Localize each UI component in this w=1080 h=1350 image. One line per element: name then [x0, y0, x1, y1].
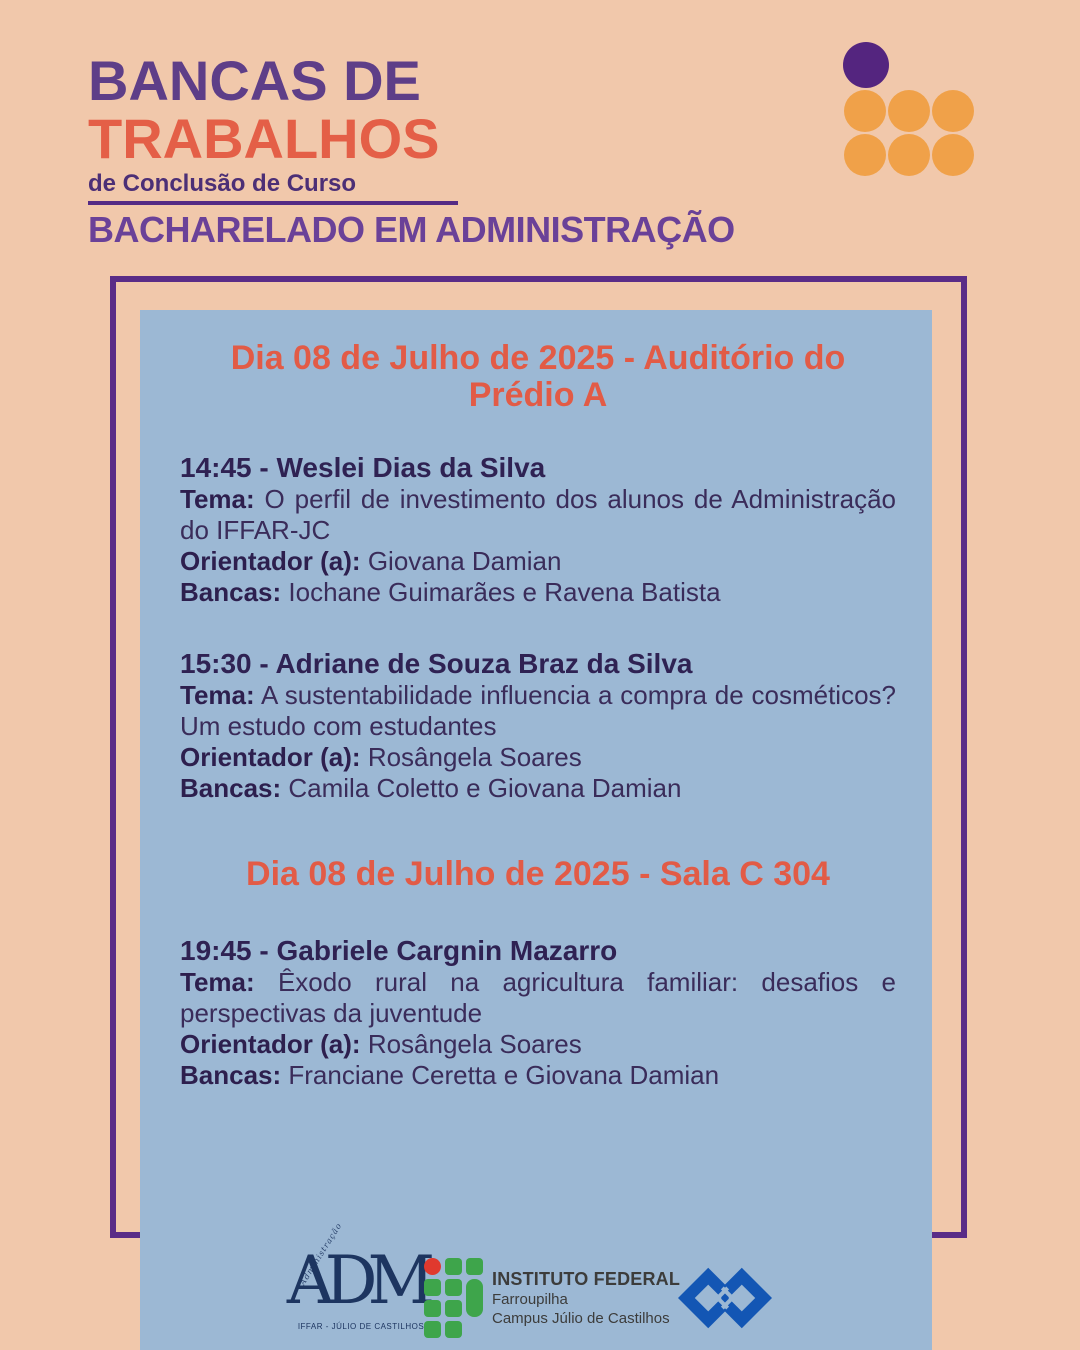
- orientador-label: Orientador (a):: [180, 742, 361, 772]
- instituto-federal-name: INSTITUTO FEDERAL: [492, 1269, 681, 1289]
- entry-time-student: 15:30 - Adriane de Souza Braz da Silva: [180, 648, 693, 679]
- bancas-value: Iochane Guimarães e Ravena Batista: [288, 577, 721, 607]
- orange-dot: [844, 134, 886, 176]
- if-vertical-bar: [466, 1279, 483, 1317]
- adm-logo: ADM Administração IFFAR - JÚLIO DE CASTI…: [286, 1221, 435, 1331]
- defense-entry: 15:30 - Adriane de Souza Braz da Silva T…: [180, 648, 896, 804]
- instituto-federal-logo-icon: [424, 1258, 483, 1338]
- title-line-2: TRABALHOS: [88, 107, 440, 170]
- entry-bancas: Bancas: Franciane Ceretta e Giovana Dami…: [180, 1060, 896, 1091]
- entry-bancas: Bancas: Camila Coletto e Giovana Damian: [180, 773, 896, 804]
- tema-value: O perfil de investimento dos alunos de A…: [180, 484, 896, 545]
- if-red-dot: [424, 1258, 441, 1275]
- entry-time-student: 14:45 - Weslei Dias da Silva: [180, 452, 546, 483]
- instituto-federal-text: INSTITUTO FEDERAL Farroupilha Campus Júl…: [492, 1268, 680, 1328]
- bancas-label: Bancas:: [180, 773, 282, 803]
- tema-value: A sustentabilidade influencia a compra d…: [180, 680, 896, 741]
- orange-dot: [888, 90, 930, 132]
- orange-dot: [932, 134, 974, 176]
- schedule-section-auditorio: Dia 08 de Julho de 2025 - Auditório do P…: [180, 340, 896, 804]
- tema-label: Tema:: [180, 680, 255, 710]
- entry-tema: Tema: Êxodo rural na agricultura familia…: [180, 967, 896, 1029]
- section-heading: Dia 08 de Julho de 2025 - Auditório do P…: [230, 339, 846, 414]
- entry-tema: Tema: O perfil de investimento dos aluno…: [180, 484, 896, 546]
- defense-entry: 19:45 - Gabriele Cargnin Mazarro Tema: Ê…: [180, 935, 896, 1091]
- orientador-label: Orientador (a):: [180, 546, 361, 576]
- diamond-logo-icon: [678, 1267, 772, 1329]
- schedule-section-sala-c304: Dia 08 de Julho de 2025 - Sala C 304 19:…: [180, 856, 896, 1091]
- bancas-label: Bancas:: [180, 1060, 282, 1090]
- orange-dot: [888, 134, 930, 176]
- entry-bancas: Bancas: Iochane Guimarães e Ravena Batis…: [180, 577, 896, 608]
- orientador-value: Giovana Damian: [367, 546, 562, 576]
- bancas-label: Bancas:: [180, 577, 282, 607]
- instituto-federal-line3: Campus Júlio de Castilhos: [492, 1310, 670, 1327]
- program-title: BACHARELADO EM ADMINISTRAÇÃO: [88, 209, 735, 250]
- tema-label: Tema:: [180, 484, 255, 514]
- orientador-label: Orientador (a):: [180, 1029, 361, 1059]
- adm-caption-text: IFFAR - JÚLIO DE CASTILHOS: [297, 1322, 425, 1331]
- entry-orientador: Orientador (a): Rosângela Soares: [180, 742, 896, 773]
- defense-entry: 14:45 - Weslei Dias da Silva Tema: O per…: [180, 452, 896, 608]
- orientador-value: Rosângela Soares: [367, 1029, 582, 1059]
- header-divider-line: [88, 201, 458, 205]
- subtitle: de Conclusão de Curso: [88, 170, 357, 197]
- title-line-1: BANCAS DE: [88, 49, 421, 112]
- instituto-federal-line2: Farroupilha: [492, 1291, 568, 1308]
- tema-label: Tema:: [180, 967, 255, 997]
- entry-orientador: Orientador (a): Giovana Damian: [180, 546, 896, 577]
- orange-dot: [932, 90, 974, 132]
- entry-orientador: Orientador (a): Rosângela Soares: [180, 1029, 896, 1060]
- poster-header: BANCAS DE TRABALHOS de Conclusão de Curs…: [88, 52, 788, 250]
- orange-dots-decoration: [844, 90, 974, 176]
- schedule-panel: Dia 08 de Julho de 2025 - Auditório do P…: [140, 310, 932, 1350]
- entry-tema: Tema: A sustentabilidade influencia a co…: [180, 680, 896, 742]
- bancas-value: Camila Coletto e Giovana Damian: [288, 773, 682, 803]
- section-heading: Dia 08 de Julho de 2025 - Sala C 304: [246, 855, 830, 893]
- tema-value: Êxodo rural na agricultura familiar: des…: [180, 967, 897, 1028]
- adm-monogram-text: ADM: [286, 1242, 435, 1319]
- bancas-value: Franciane Ceretta e Giovana Damian: [288, 1060, 720, 1090]
- purple-dot-decoration: [843, 42, 889, 88]
- orange-dot: [844, 90, 886, 132]
- orientador-value: Rosângela Soares: [367, 742, 582, 772]
- entry-time-student: 19:45 - Gabriele Cargnin Mazarro: [180, 935, 618, 966]
